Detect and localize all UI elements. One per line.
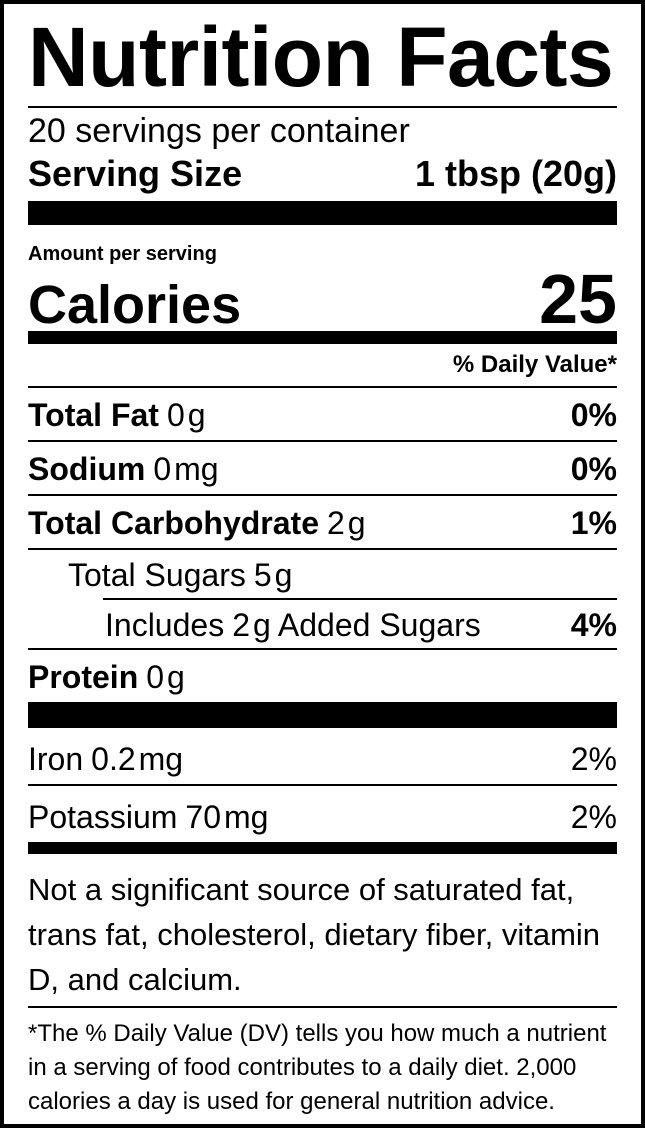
servings-per-container: 20 servings per container bbox=[28, 111, 410, 150]
calories-value: 25 bbox=[539, 259, 617, 338]
nutrient-dv: 0% bbox=[570, 450, 617, 487]
nutrient-name: Sodium bbox=[28, 450, 146, 487]
daily-value-header: % Daily Value* bbox=[28, 350, 617, 388]
nutrient-text: Total Carbohydrate 2g bbox=[28, 506, 366, 540]
serving-size-label: Serving Size bbox=[28, 152, 243, 194]
nutrient-name: Total Sugars bbox=[68, 556, 246, 593]
nutrient-row-total-sugars: Total Sugars 5g bbox=[28, 550, 617, 598]
nutrient-unit: mg bbox=[223, 798, 269, 835]
nutrient-value: 0 bbox=[146, 658, 165, 695]
divider-above-footnote bbox=[28, 1005, 617, 1008]
nutrient-row-total-carbohydrate: Total Carbohydrate 2g 1% bbox=[28, 496, 617, 550]
nutrient-value: 70 bbox=[185, 798, 221, 835]
nutrient-row-sodium: Sodium 0mg 0% bbox=[28, 442, 617, 496]
nutrient-value: 0.2 bbox=[91, 740, 136, 777]
serving-size-value: 1 tbsp (20g) bbox=[414, 152, 617, 194]
calories-row: Calories 25 bbox=[28, 259, 617, 338]
nutrient-text: Total Sugars 5g bbox=[28, 558, 292, 592]
mineral-row-potassium: Potassium 70mg 2% bbox=[28, 786, 617, 842]
nutrient-value: 2 bbox=[232, 606, 250, 643]
indented-separator bbox=[103, 597, 617, 600]
divider-under-title bbox=[28, 106, 617, 108]
thick-divider-protein bbox=[28, 701, 617, 728]
calories-label: Calories bbox=[28, 274, 242, 335]
nutrient-value: 5 bbox=[253, 556, 272, 593]
nutrient-unit: mg bbox=[174, 450, 219, 487]
nutrient-dv: 2% bbox=[570, 740, 617, 777]
amount-per-serving-label: Amount per serving bbox=[28, 242, 217, 265]
serving-size-row: Serving Size 1 tbsp (20g) bbox=[28, 152, 617, 196]
nutrient-unit: mg bbox=[138, 740, 184, 777]
nutrient-name: Potassium bbox=[28, 798, 178, 835]
daily-value-footnote: *The % Daily Value (DV) tells you how mu… bbox=[28, 1019, 607, 1115]
nutrient-dv: 0% bbox=[570, 396, 617, 433]
nutrient-text: Includes 2g Added Sugars bbox=[28, 608, 481, 642]
nutrient-text: Sodium 0mg bbox=[28, 452, 219, 486]
thick-divider-top bbox=[28, 200, 617, 225]
nutrient-row-added-sugars: Includes 2g Added Sugars 4% bbox=[28, 600, 617, 650]
nutrient-unit: g bbox=[274, 556, 293, 593]
nutrient-dv: 1% bbox=[570, 504, 617, 541]
nutrient-name: Total Carbohydrate bbox=[28, 504, 319, 541]
nutrient-name: Protein bbox=[28, 658, 139, 695]
medium-divider-bottom bbox=[28, 841, 617, 854]
nutrient-unit: g bbox=[252, 606, 271, 643]
nutrient-text: Total Fat 0g bbox=[28, 398, 206, 432]
nutrient-suffix: Added Sugars bbox=[277, 606, 481, 643]
nutrient-text: Potassium 70mg bbox=[28, 800, 268, 834]
mineral-row-iron: Iron 0.2mg 2% bbox=[28, 728, 617, 786]
nutrient-value: 0 bbox=[166, 396, 185, 433]
nutrient-value: 0 bbox=[153, 450, 172, 487]
nutrient-row-total-fat: Total Fat 0g 0% bbox=[28, 388, 617, 442]
nutrient-unit: g bbox=[167, 658, 185, 695]
nutrient-name: Total Fat bbox=[28, 396, 159, 433]
medium-divider-calories bbox=[28, 330, 617, 344]
label-title: Nutrition Facts bbox=[28, 10, 614, 104]
insignificant-note: Not a significant source of saturated fa… bbox=[28, 871, 601, 997]
nutrient-row-protein: Protein 0g bbox=[28, 650, 617, 702]
nutrient-dv: 2% bbox=[570, 798, 617, 835]
nutrient-value: 2 bbox=[327, 504, 345, 541]
nutrient-unit: g bbox=[187, 396, 206, 433]
nutrient-dv: 4% bbox=[570, 606, 617, 643]
nutrient-text: Protein 0g bbox=[28, 660, 185, 694]
nutrient-name: Iron bbox=[28, 740, 84, 777]
nutrient-unit: g bbox=[347, 504, 366, 541]
nutrient-text: Iron 0.2mg bbox=[28, 742, 183, 776]
nutrient-name: Includes bbox=[105, 606, 225, 643]
